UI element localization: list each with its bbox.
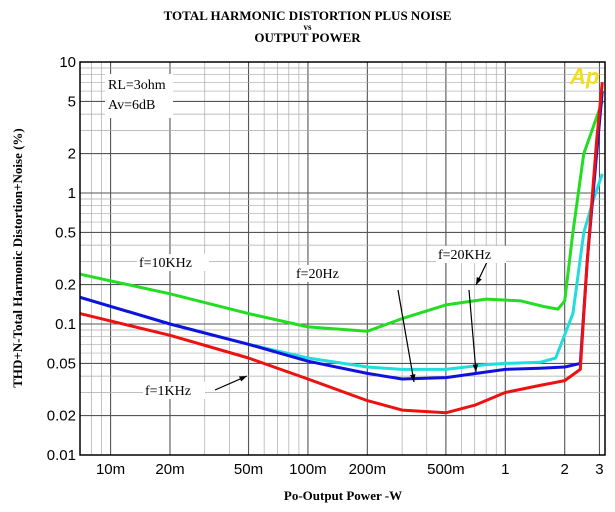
x-tick-label: 10m (96, 461, 125, 478)
chart-title-vs: vs (303, 22, 312, 32)
x-tick-label: 100m (289, 461, 327, 478)
y-tick-label: 0.01 (47, 447, 76, 464)
y-tick-label: 5 (68, 93, 76, 110)
x-tick-label: 200m (349, 461, 387, 478)
condition-av: Av=6dB (108, 98, 155, 113)
y-tick-label: 2 (68, 146, 76, 163)
arrow-head (410, 374, 416, 382)
x-tick-label: 20m (155, 461, 184, 478)
annotation-arrow (397, 289, 415, 383)
series-label-1khz: f=1KHz (145, 384, 191, 399)
conditions-box (105, 74, 173, 118)
annotation-arrows (214, 259, 489, 391)
series-label-20hz: f=20Hz (296, 267, 339, 282)
x-tick-label: 2 (561, 461, 569, 478)
label-bg-20hz (294, 265, 349, 282)
chart-subtitle: OUTPUT POWER (254, 30, 361, 45)
y-tick-label: 0.05 (47, 355, 76, 372)
arrow-head (239, 376, 247, 382)
chart-title: TOTAL HARMONIC DISTORTION PLUS NOISE (163, 8, 452, 23)
y-tick-label: 0.02 (47, 408, 76, 425)
x-tick-label: 50m (234, 461, 263, 478)
arrow-head (476, 277, 482, 285)
annotation-arrow (468, 289, 477, 373)
condition-rl: RL=3ohm (108, 78, 166, 93)
label-bg-10k (137, 254, 209, 271)
series-lines (79, 82, 604, 415)
y-tick-label: 0.5 (55, 224, 76, 241)
series-line (79, 100, 604, 333)
arrow-head (472, 364, 479, 372)
ap-logo: Ap (569, 64, 599, 89)
series-line (79, 82, 604, 415)
label-bg-20k (436, 246, 506, 263)
x-tick-label: 500m (427, 461, 465, 478)
y-axis-label: THD+N-Total Harmonic Distortion+Noise (%… (10, 128, 25, 388)
y-tick-label: 0.2 (55, 277, 76, 294)
x-tick-label: 3 (595, 461, 603, 478)
y-tick-label: 0.1 (55, 316, 76, 333)
tick-labels: 10m 20m 50m 100m 200m 500m 1 2 3 10 5 2 1 0.5 0.2 0.1 0.… (47, 54, 604, 478)
series-label-10khz: f=10KHz (139, 256, 192, 271)
x-tick-label: 1 (501, 461, 509, 478)
x-axis-label: Po-Output Power -W (284, 488, 402, 503)
y-tick-label: 10 (59, 54, 76, 71)
label-bg-1k (143, 382, 205, 399)
plot-frame (79, 61, 606, 456)
y-tick-label: 1 (68, 185, 76, 202)
series-label-20khz: f=20KHz (438, 248, 491, 263)
